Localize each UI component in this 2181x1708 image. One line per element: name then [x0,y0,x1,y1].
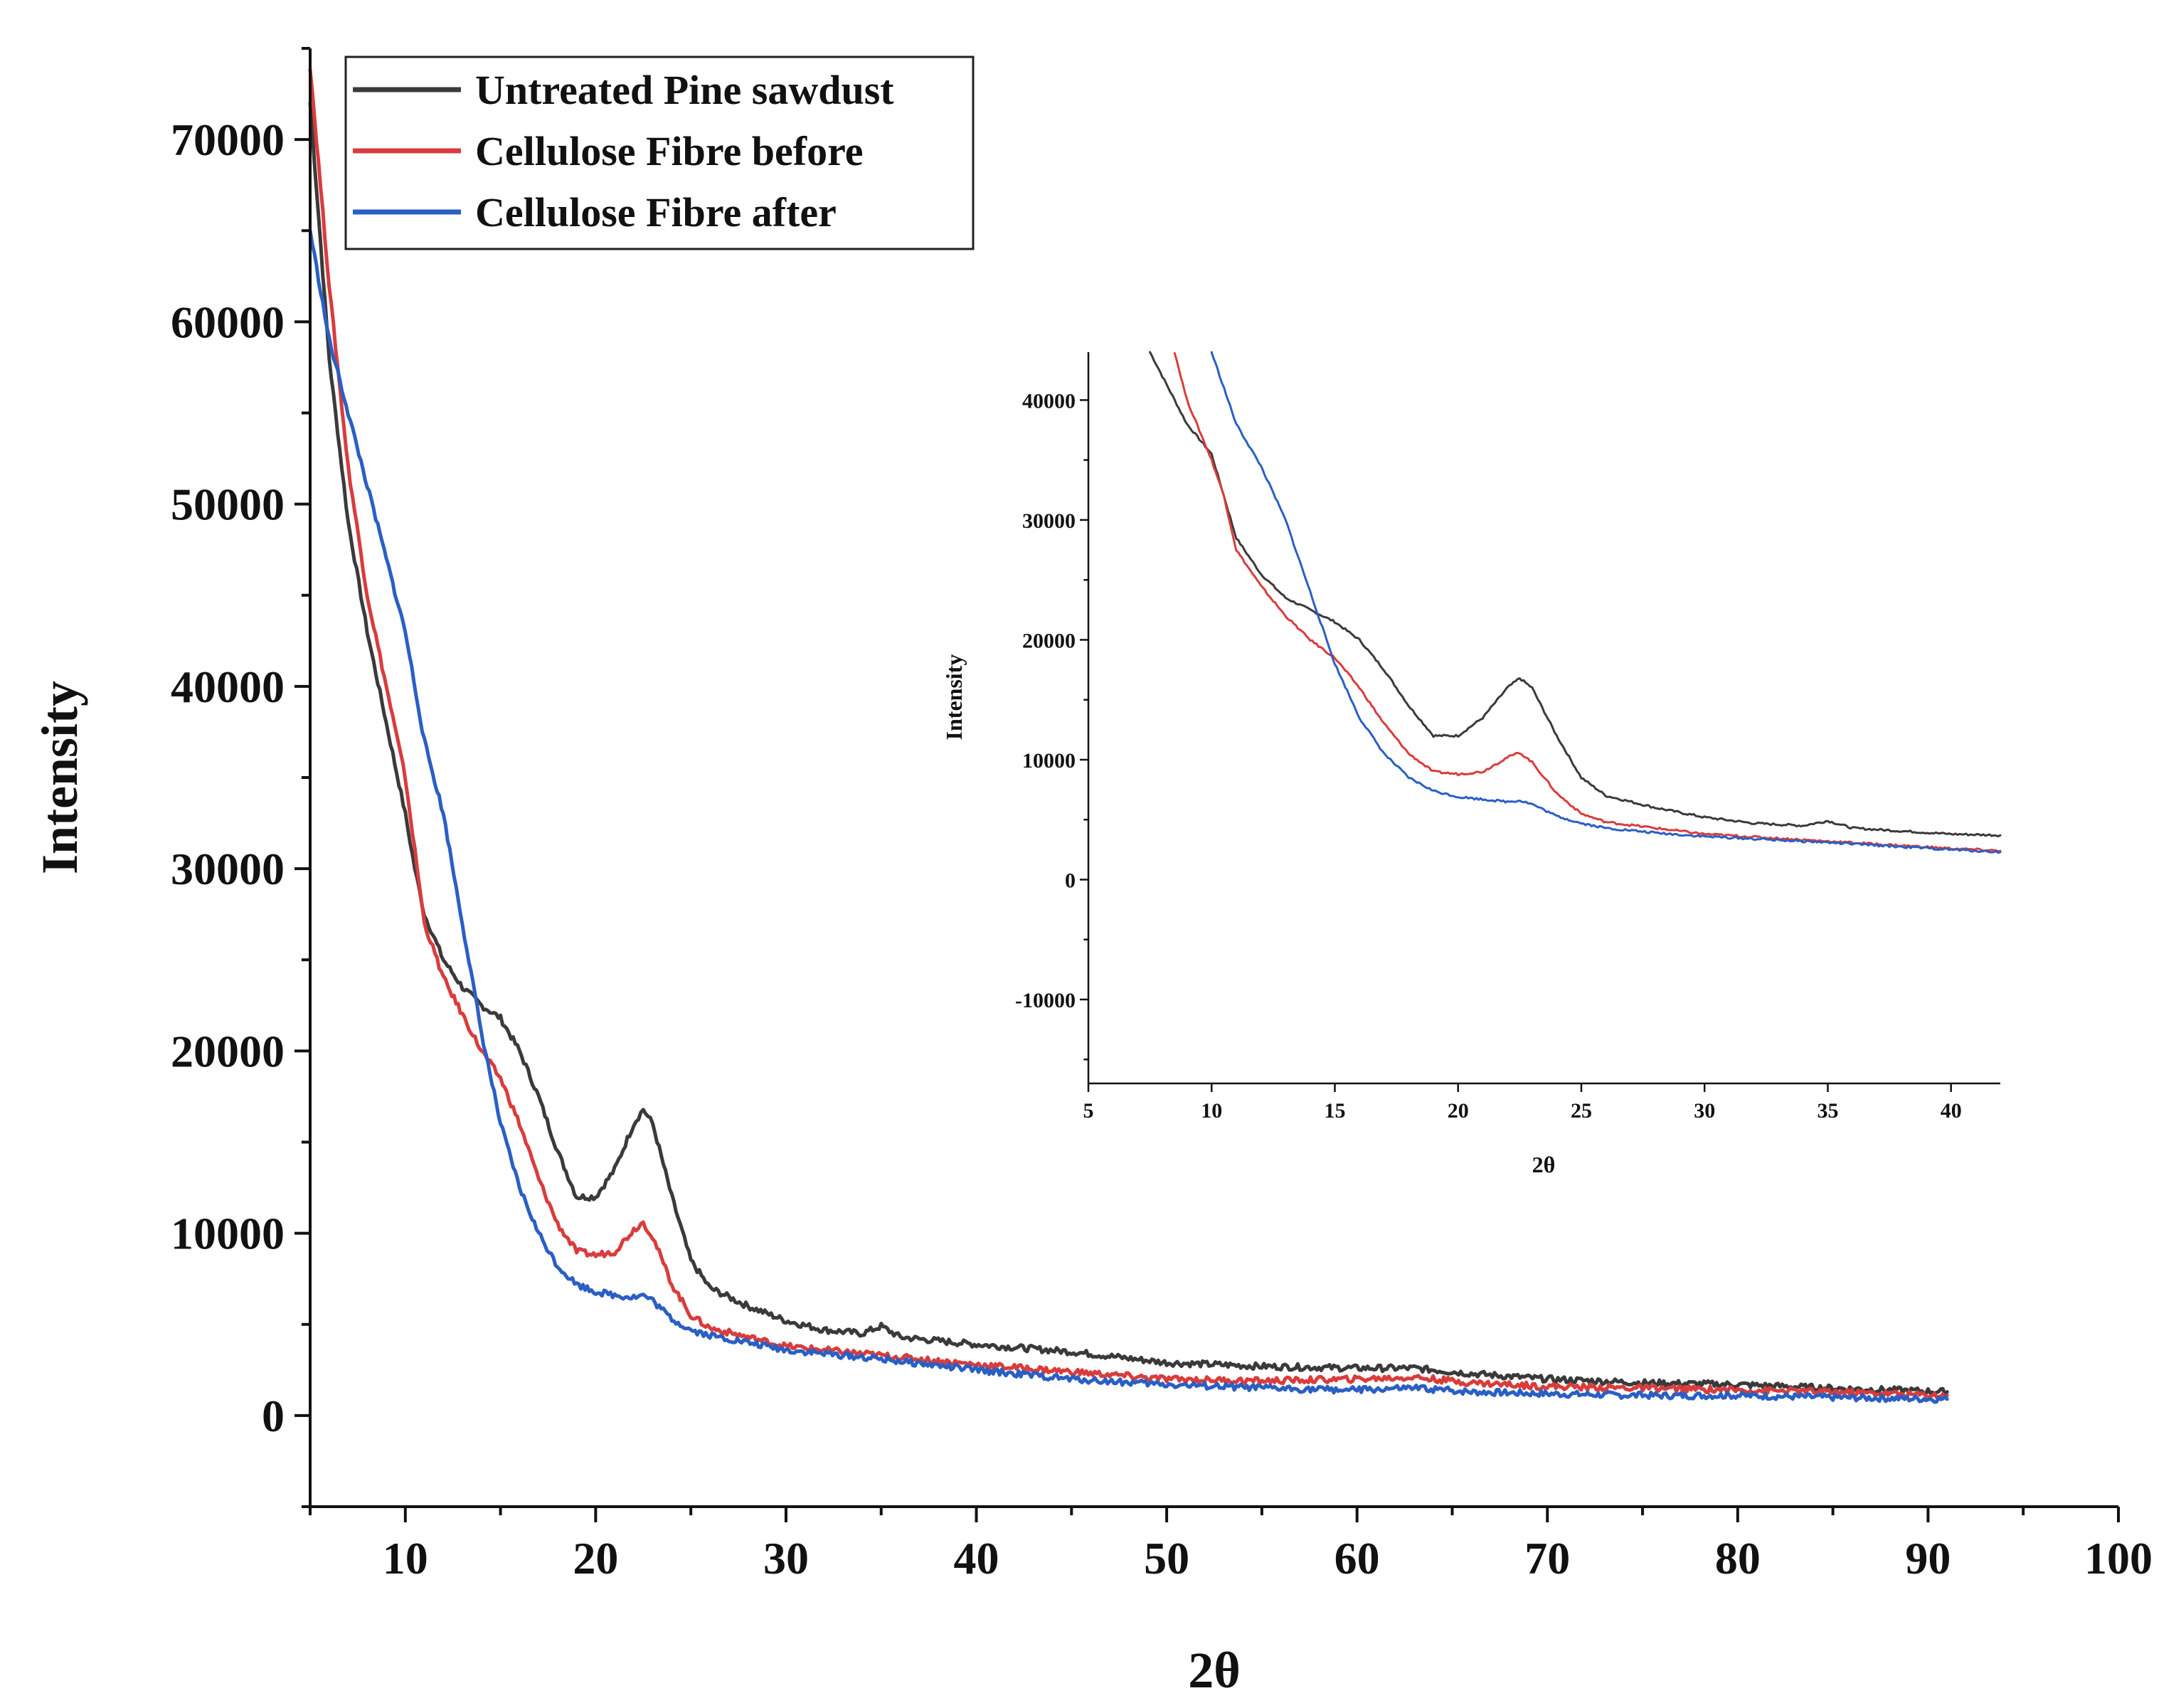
inset-x-tick-label: 35 [1817,1099,1838,1123]
legend: Untreated Pine sawdust Cellulose Fibre b… [344,55,975,250]
main-y-tick-label: 10000 [171,1209,285,1259]
inset-x-tick-label: 20 [1448,1099,1469,1123]
main-y-tick-label: 60000 [171,297,285,347]
main-x-axis-title: 2θ [1188,1642,1241,1699]
legend-label-after: Cellulose Fibre after [475,189,837,235]
main-x-tick-label: 80 [1715,1533,1761,1584]
main-x-tick-label: 100 [2084,1533,2153,1584]
main-series-cellulose-fibre-before [308,68,1949,1400]
main-x-tick-label: 10 [383,1533,428,1584]
main-x-tick-label: 20 [573,1533,618,1584]
inset-ticks-group: 5 10 15 20 25 30 35 40 -10000 0 10000 20000 30000 400… [1015,389,1962,1123]
inset-x-tick-label: 40 [1941,1099,1962,1123]
inset-series-untreated-pine-sawdust [1149,351,2002,838]
main-x-tick-label: 70 [1524,1533,1570,1584]
main-x-tick-label: 40 [954,1533,999,1584]
main-y-tick-label: 20000 [171,1026,285,1076]
inset-y-tick-label: 0 [1065,869,1076,893]
main-series-cellulose-fibre-after [308,228,1949,1404]
inset-x-tick-label: 5 [1083,1099,1094,1123]
inset-chart: 5 10 15 20 25 30 35 40 -10000 0 10000 20000 30000 400… [941,351,2002,1177]
main-y-tick-label: 70000 [171,115,285,165]
main-series-untreated-pine-sawdust [308,101,1949,1397]
main-ticks-group: 10 20 30 40 50 60 70 80 90 1000100002000030000400… [171,47,2153,1584]
legend-label-untreated: Untreated Pine sawdust [475,67,894,113]
main-x-tick-label: 50 [1144,1533,1189,1584]
main-series-group [308,68,1949,1404]
main-y-tick-label: 50000 [171,479,285,530]
main-y-axis-title: Intensity [31,681,88,874]
legend-item-before: Cellulose Fibre before [353,128,864,174]
main-chart: 10 20 30 40 50 60 70 80 90 1000100002000030000400… [31,47,2153,1699]
inset-y-tick-label: 20000 [1022,629,1076,652]
main-y-tick-label: 40000 [171,662,285,712]
inset-y-tick-label: -10000 [1015,989,1076,1012]
main-x-tick-label: 90 [1905,1533,1951,1584]
main-y-tick-label: 30000 [171,844,285,894]
main-y-tick-label: 0 [262,1391,285,1441]
inset-x-tick-label: 10 [1201,1099,1222,1123]
inset-series-cellulose-fibre-after [1210,351,2002,854]
main-x-tick-label: 60 [1334,1533,1380,1584]
inset-x-tick-label: 30 [1694,1099,1715,1123]
inset-x-axis-title: 2θ [1532,1152,1556,1177]
legend-label-before: Cellulose Fibre before [475,128,864,174]
inset-x-tick-label: 15 [1324,1099,1345,1123]
legend-item-after: Cellulose Fibre after [353,189,837,235]
legend-item-untreated: Untreated Pine sawdust [353,67,894,113]
inset-y-tick-label: 30000 [1022,509,1076,533]
inset-y-tick-label: 10000 [1022,749,1076,773]
inset-series-group [1149,351,2002,854]
main-x-tick-label: 30 [763,1533,809,1584]
inset-x-tick-label: 25 [1571,1099,1592,1123]
inset-y-tick-label: 40000 [1022,389,1076,413]
inset-y-axis-title: Intensity [941,654,967,741]
